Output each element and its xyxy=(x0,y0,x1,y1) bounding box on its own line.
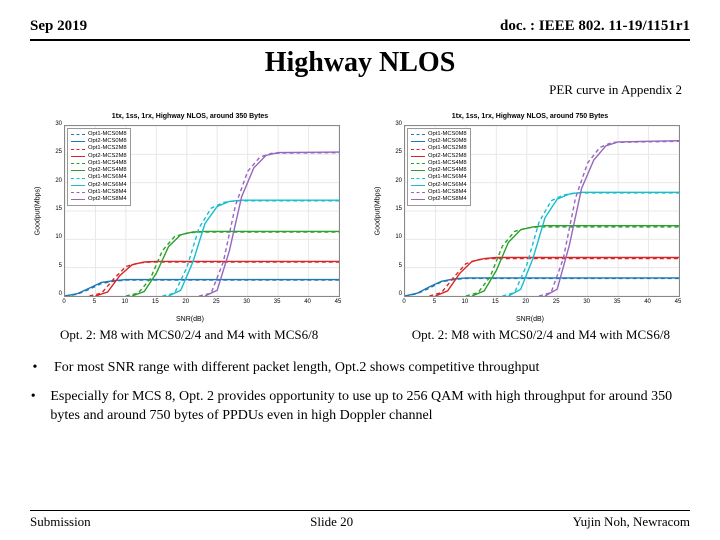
legend-item: Opt2-MCS6M4 xyxy=(71,182,127,189)
legend-item: Opt2-MCS4M8 xyxy=(411,167,467,174)
chart-left-caption: Opt. 2: M8 with MCS0/2/4 and M4 with MCS… xyxy=(60,327,318,343)
footer-left: Submission xyxy=(30,514,91,530)
chart-right-ylabel: Goodput(Mbps) xyxy=(375,187,382,236)
legend-item: Opt2-MCS6M4 xyxy=(411,182,467,189)
legend-item: Opt1-MCS4M8 xyxy=(411,160,467,167)
bullet-list: • For most SNR range with different pack… xyxy=(30,359,690,426)
legend-item: Opt1-MCS8M4 xyxy=(411,189,467,196)
chart-right: 1tx, 1ss, 1rx, Highway NLOS, around 750 … xyxy=(370,115,690,321)
header-docid: doc. : IEEE 802. 11-19/1151r1 xyxy=(500,18,690,35)
legend-item: Opt2-MCS4M8 xyxy=(71,167,127,174)
legend-item: Opt2-MCS8M4 xyxy=(71,196,127,203)
bullet-item: • Especially for MCS 8, Opt. 2 provides … xyxy=(30,388,690,426)
header-date: Sep 2019 xyxy=(30,18,87,35)
chart-left-title: 1tx, 1ss, 1rx, Highway NLOS, around 350 … xyxy=(30,113,350,120)
bullet-text: Especially for MCS 8, Opt. 2 provides op… xyxy=(50,388,690,426)
bullet-dot-icon: • xyxy=(30,359,40,378)
legend-item: Opt2-MCS2M8 xyxy=(411,153,467,160)
chart-right-title: 1tx, 1ss, 1rx, Highway NLOS, around 750 … xyxy=(370,113,690,120)
footer-center: Slide 20 xyxy=(310,514,353,530)
doc-header: Sep 2019 doc. : IEEE 802. 11-19/1151r1 xyxy=(30,18,690,41)
legend-item: Opt2-MCS8M4 xyxy=(411,196,467,203)
legend-item: Opt1-MCS8M4 xyxy=(71,189,127,196)
legend-item: Opt1-MCS2M8 xyxy=(411,145,467,152)
legend-item: Opt2-MCS2M8 xyxy=(71,153,127,160)
charts-row: 1tx, 1ss, 1rx, Highway NLOS, around 350 … xyxy=(30,115,690,321)
chart-left-ylabel: Goodput(Mbps) xyxy=(35,187,42,236)
doc-footer: Submission Slide 20 Yujin Noh, Newracom xyxy=(30,510,690,530)
page-title: Highway NLOS xyxy=(30,47,690,79)
chart-right-legend: Opt1-MCS0M8Opt2-MCS0M8Opt1-MCS2M8Opt2-MC… xyxy=(407,128,471,206)
bullet-item: • For most SNR range with different pack… xyxy=(30,359,690,378)
legend-item: Opt1-MCS0M8 xyxy=(71,131,127,138)
chart-right-caption: Opt. 2: M8 with MCS0/2/4 and M4 with MCS… xyxy=(412,327,670,343)
chart-right-plot: Opt1-MCS0M8Opt2-MCS0M8Opt1-MCS2M8Opt2-MC… xyxy=(404,125,680,297)
chart-left-plot: Opt1-MCS0M8Opt2-MCS0M8Opt1-MCS2M8Opt2-MC… xyxy=(64,125,340,297)
legend-item: Opt1-MCS2M8 xyxy=(71,145,127,152)
legend-item: Opt1-MCS0M8 xyxy=(411,131,467,138)
chart-right-xlabel: SNR(dB) xyxy=(516,316,544,323)
bullet-text: For most SNR range with different packet… xyxy=(54,359,539,378)
subtitle-note: PER curve in Appendix 2 xyxy=(549,82,682,98)
chart-left-xlabel: SNR(dB) xyxy=(176,316,204,323)
chart-left: 1tx, 1ss, 1rx, Highway NLOS, around 350 … xyxy=(30,115,350,321)
bullet-dot-icon: • xyxy=(30,388,36,426)
legend-item: Opt2-MCS0M8 xyxy=(71,138,127,145)
footer-right: Yujin Noh, Newracom xyxy=(573,514,690,530)
legend-item: Opt1-MCS6M4 xyxy=(71,174,127,181)
legend-item: Opt1-MCS4M8 xyxy=(71,160,127,167)
chart-captions-row: Opt. 2: M8 with MCS0/2/4 and M4 with MCS… xyxy=(30,321,690,343)
legend-item: Opt1-MCS6M4 xyxy=(411,174,467,181)
chart-left-legend: Opt1-MCS0M8Opt2-MCS0M8Opt1-MCS2M8Opt2-MC… xyxy=(67,128,131,206)
legend-item: Opt2-MCS0M8 xyxy=(411,138,467,145)
slide: Sep 2019 doc. : IEEE 802. 11-19/1151r1 H… xyxy=(0,0,720,540)
